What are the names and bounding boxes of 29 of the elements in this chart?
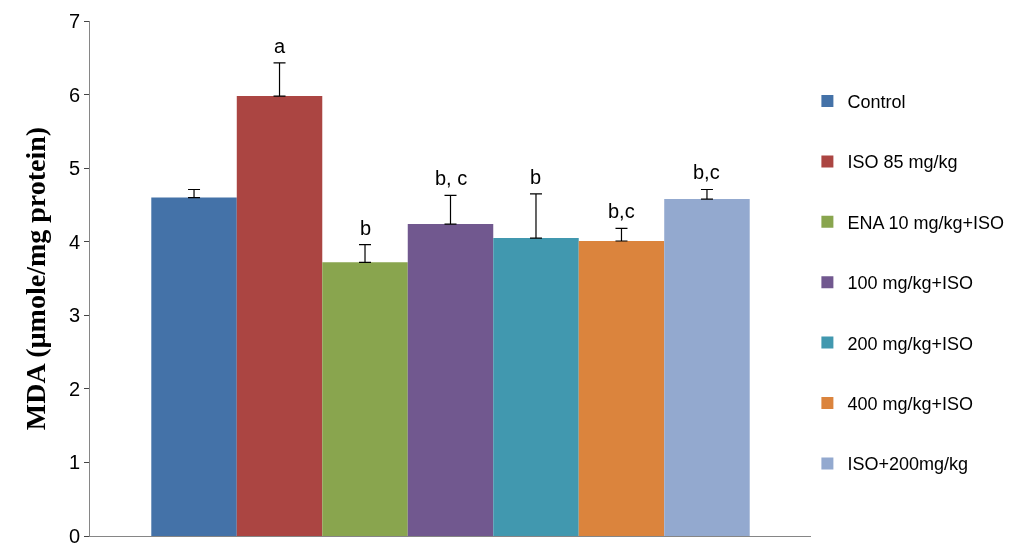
bar	[236, 96, 323, 536]
y-tick-label: 3	[68, 304, 80, 327]
y-tick-label: 7	[68, 10, 80, 32]
bar	[322, 262, 408, 536]
data-label: b, c	[435, 167, 468, 189]
data-label: b	[360, 217, 372, 239]
y-tick-label: 1	[68, 451, 80, 474]
y-tick-label: 6	[68, 83, 80, 106]
data-label: b,c	[693, 161, 720, 183]
y-tick-label: 5	[68, 157, 80, 180]
bar	[493, 238, 579, 536]
data-label: a	[274, 35, 286, 57]
legend-label: 200 mg/kg+ISO	[847, 333, 973, 354]
bar	[578, 240, 665, 536]
legend-label: Control	[847, 92, 906, 113]
legend-label: 400 mg/kg+ISO	[847, 394, 973, 415]
legend-label: ISO+200mg/kg	[847, 454, 968, 475]
y-tick-label: 2	[68, 377, 80, 400]
data-label: b,c	[608, 200, 635, 222]
legend-label: ENA 10 mg/kg+ISO	[847, 212, 1004, 233]
y-axis-title: MDA (µmole/mg protein)	[19, 126, 51, 431]
legend-label: 100 mg/kg+ISO	[847, 273, 973, 294]
data-label: b	[530, 166, 542, 188]
bar	[407, 224, 494, 536]
bar	[664, 199, 750, 536]
y-tick-label: 0	[68, 525, 80, 547]
legend-label: ISO 85 mg/kg	[847, 152, 958, 173]
bar	[151, 197, 237, 536]
y-tick-label: 4	[68, 230, 80, 253]
